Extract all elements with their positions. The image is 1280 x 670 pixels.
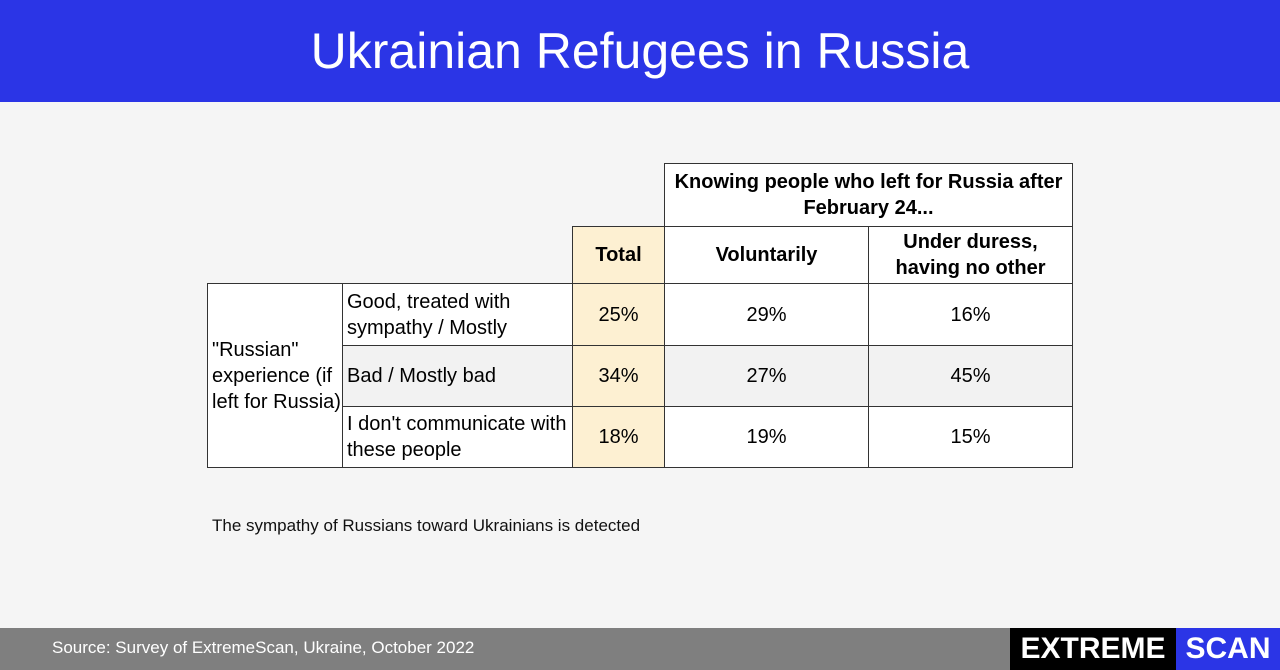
cell-value: 45% [868,345,1073,407]
column-header: Under duress, having no other [868,226,1073,284]
source: Source: Survey of ExtremeScan, Ukraine, … [52,638,475,657]
cell-value: 25% [572,283,665,346]
column-header: Total [572,226,665,284]
cell-value: 19% [664,406,869,468]
row-label: Good, treated with sympathy / Mostly [342,283,573,346]
row-group: "Russian" experience (if left for Russia… [207,283,343,468]
cell-value: 34% [572,345,665,407]
cell-value: 16% [868,283,1073,346]
note: The sympathy of Russians toward Ukrainia… [212,516,641,535]
group-header: Knowing people who left for Russia after… [664,163,1073,227]
cell-value: 15% [868,406,1073,468]
column-header: Voluntarily [664,226,869,284]
logo-part: SCAN [1176,628,1280,670]
cell-value: 18% [572,406,665,468]
row-label: I don't communicate with these people [342,406,573,468]
logo-part: EXTREME [1010,628,1176,670]
title: Ukrainian Refugees in Russia [0,0,1280,102]
row-label: Bad / Mostly bad [342,345,573,407]
cell-value: 27% [664,345,869,407]
cell-value: 29% [664,283,869,346]
